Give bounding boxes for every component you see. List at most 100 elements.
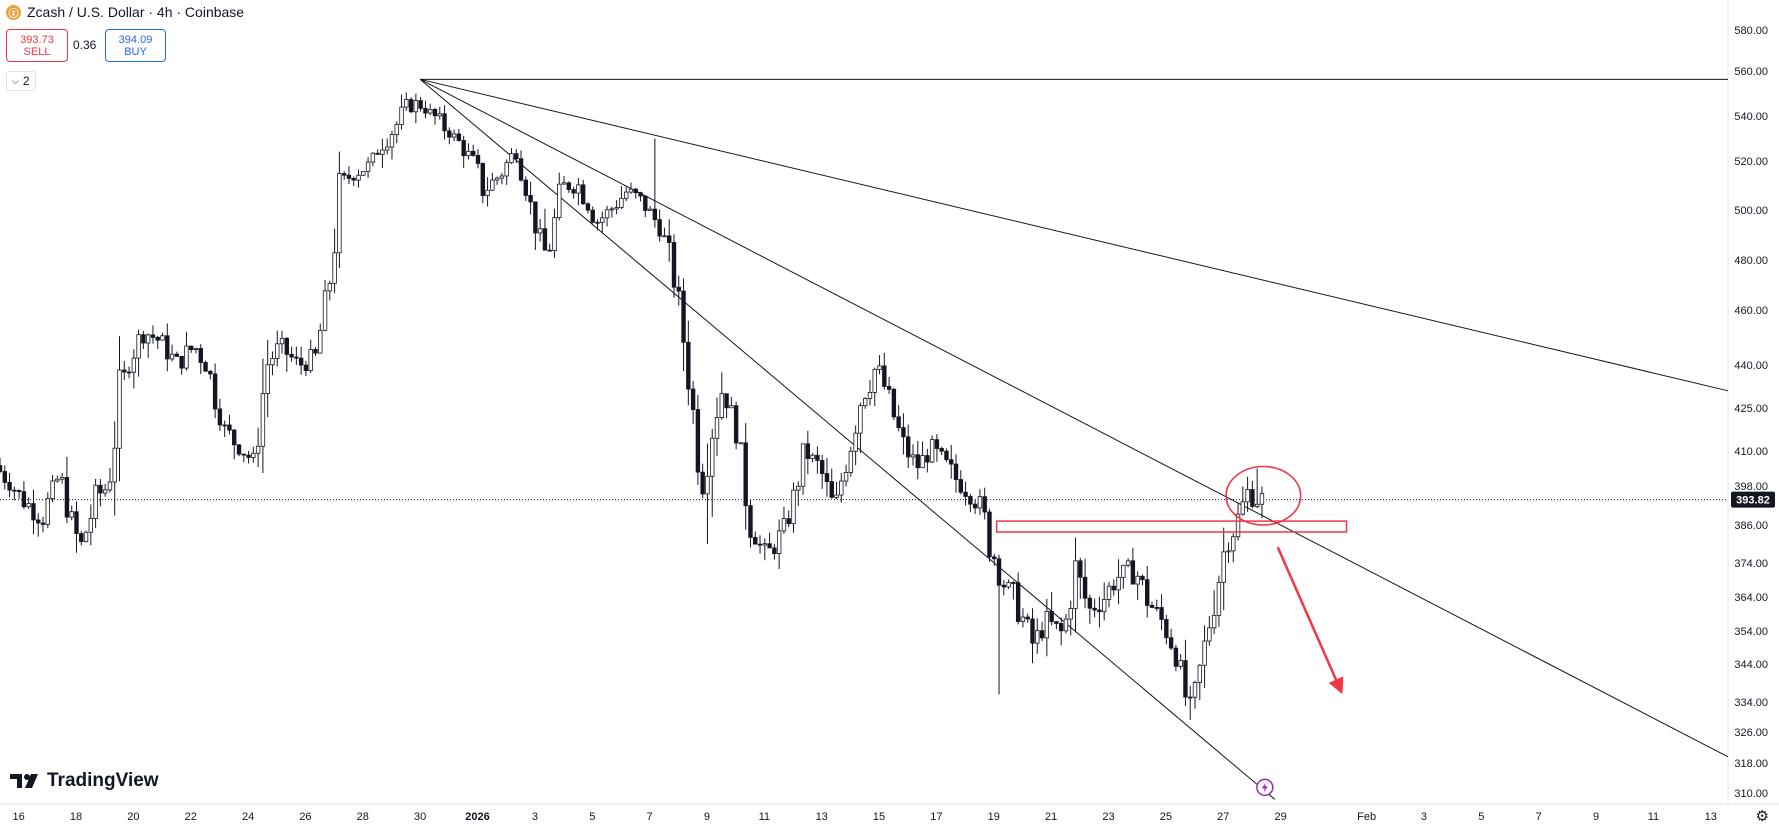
candle-bearish bbox=[64, 477, 70, 518]
candle-bearish bbox=[1078, 560, 1083, 578]
sell-button[interactable]: 393.73 SELL bbox=[6, 29, 68, 62]
candle-bullish bbox=[910, 454, 916, 458]
candle-bearish bbox=[896, 416, 901, 429]
x-tick-label: 30 bbox=[414, 811, 426, 823]
candle-bearish bbox=[189, 345, 194, 351]
buy-price: 394.09 bbox=[118, 33, 153, 46]
x-tick-label: 9 bbox=[704, 811, 710, 823]
candle-bullish bbox=[1240, 501, 1246, 515]
candle-bullish bbox=[1106, 585, 1112, 600]
candle-bearish bbox=[1164, 619, 1169, 639]
candle-bullish bbox=[1207, 627, 1212, 642]
candle-bullish bbox=[714, 417, 720, 439]
candle-bearish bbox=[1011, 582, 1016, 584]
candle-bearish bbox=[227, 424, 232, 431]
candle-bearish bbox=[767, 543, 772, 549]
trendline-2 bbox=[419, 78, 1729, 758]
candle-bearish bbox=[126, 371, 132, 374]
candle-bullish bbox=[977, 496, 983, 509]
candle-bullish bbox=[327, 282, 333, 292]
indicators-toggle[interactable]: ⌵ 2 bbox=[6, 71, 36, 91]
settings-gear-icon[interactable]: ⚙ bbox=[1755, 808, 1769, 825]
bearish-arrow bbox=[1276, 546, 1342, 692]
candle-bearish bbox=[944, 450, 949, 461]
candle-bullish bbox=[26, 503, 31, 508]
y-tick-label: 398.00 bbox=[1734, 481, 1768, 493]
candle-bullish bbox=[466, 150, 471, 157]
candle-bearish bbox=[724, 393, 729, 409]
candle-bearish bbox=[471, 150, 476, 156]
current-price-label-bg bbox=[1731, 491, 1775, 508]
candle-bearish bbox=[1145, 579, 1150, 606]
candle-bearish bbox=[690, 388, 696, 410]
candle-bullish bbox=[45, 498, 51, 525]
candle-bullish bbox=[413, 100, 419, 113]
candle-bearish bbox=[74, 511, 79, 535]
candle-bearish bbox=[98, 484, 103, 494]
candle-bullish bbox=[93, 484, 98, 519]
candle-bullish bbox=[710, 437, 715, 477]
candle-bearish bbox=[886, 386, 892, 390]
candle-bearish bbox=[580, 184, 586, 205]
candle-bullish bbox=[270, 358, 275, 366]
candle-bearish bbox=[757, 543, 763, 546]
candle-bearish bbox=[16, 490, 22, 493]
candle-bearish bbox=[518, 158, 524, 181]
candle-bearish bbox=[480, 163, 485, 196]
candle-bullish bbox=[437, 113, 442, 117]
candle-bearish bbox=[1154, 607, 1159, 609]
symbol-header[interactable]: ⓩ Zcash / U.S. Dollar · 4h · Coinbase bbox=[6, 4, 244, 20]
x-tick-label: 16 bbox=[13, 811, 25, 823]
candle-bearish bbox=[303, 364, 309, 371]
candle-bullish bbox=[600, 217, 605, 223]
x-tick-label: 27 bbox=[1217, 811, 1229, 823]
candle-bearish bbox=[341, 173, 347, 176]
x-tick-label: 9 bbox=[1593, 811, 1599, 823]
candle-bullish bbox=[69, 511, 74, 518]
candle-bullish bbox=[614, 207, 619, 210]
x-tick-label: 5 bbox=[589, 811, 595, 823]
x-tick-label: 13 bbox=[816, 811, 828, 823]
tradingview-logo[interactable]: TradingView bbox=[10, 770, 159, 792]
buy-button[interactable]: 394.09 BUY bbox=[105, 29, 166, 62]
y-tick-label: 480.00 bbox=[1734, 255, 1768, 267]
candlestick-series bbox=[0, 92, 1265, 720]
candle-bullish bbox=[834, 494, 839, 498]
candle-bullish bbox=[609, 208, 615, 211]
candle-bullish bbox=[356, 174, 361, 181]
candle-bullish bbox=[1197, 664, 1203, 683]
candle-bearish bbox=[700, 471, 705, 495]
candle-bullish bbox=[1063, 618, 1069, 632]
y-tick-label: 386.00 bbox=[1734, 520, 1768, 532]
candle-bearish bbox=[1250, 489, 1255, 507]
logo-text: TradingView bbox=[47, 770, 159, 791]
y-tick-label: 410.00 bbox=[1734, 446, 1768, 458]
candle-bearish bbox=[7, 481, 12, 491]
candle-bullish bbox=[552, 217, 557, 251]
candle-bullish bbox=[112, 447, 117, 483]
resistance-zone-box bbox=[995, 520, 1348, 533]
candle-bearish bbox=[461, 140, 466, 157]
candle-bearish bbox=[819, 460, 825, 474]
candle-bearish bbox=[633, 188, 638, 194]
candle-bearish bbox=[786, 518, 791, 525]
candle-bullish bbox=[509, 153, 514, 164]
candle-bearish bbox=[1168, 637, 1174, 649]
candle-bearish bbox=[533, 201, 538, 234]
candle-bearish bbox=[31, 503, 36, 521]
candle-bullish bbox=[1035, 630, 1040, 644]
candle-bullish bbox=[853, 432, 858, 452]
candle-bearish bbox=[375, 152, 380, 155]
candle-bullish bbox=[59, 477, 65, 480]
candle-bullish bbox=[796, 485, 801, 491]
candle-bullish bbox=[848, 450, 854, 473]
y-tick-label: 334.00 bbox=[1734, 697, 1768, 709]
candle-bearish bbox=[1140, 575, 1145, 581]
candle-bullish bbox=[255, 445, 261, 454]
candle-bullish bbox=[623, 191, 629, 199]
candle-bearish bbox=[542, 228, 548, 251]
candle-bearish bbox=[901, 427, 906, 438]
trendlines bbox=[0, 78, 1729, 800]
x-tick-label: 2026 bbox=[465, 811, 489, 823]
